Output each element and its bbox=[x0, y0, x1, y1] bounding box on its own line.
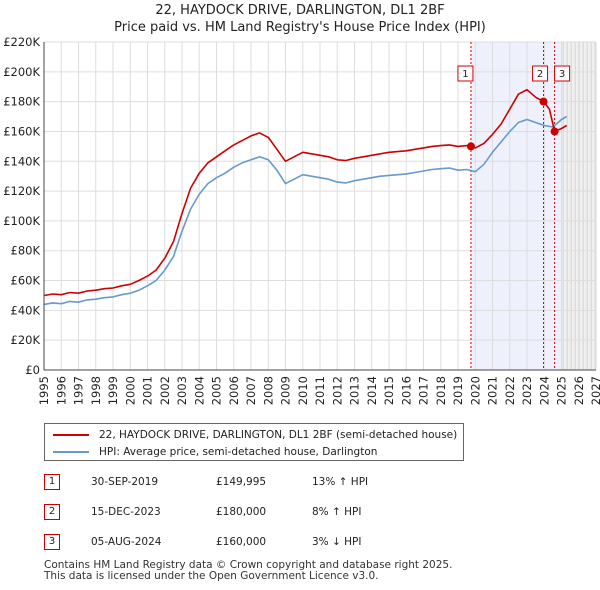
title-line-2: Price paid vs. HM Land Registry's House … bbox=[114, 20, 486, 35]
y-tick-label: £60K bbox=[11, 274, 41, 288]
footer-licence: This data is licensed under the Open Gov… bbox=[44, 570, 379, 582]
y-tick-label: £160K bbox=[3, 124, 40, 138]
x-tick-label: 2005 bbox=[210, 376, 224, 405]
transaction-price: £180,000 bbox=[216, 506, 267, 518]
sale-dot-1 bbox=[466, 142, 475, 151]
marker-label-2: 2 bbox=[537, 69, 543, 80]
legend: 22, HAYDOCK DRIVE, DARLINGTON, DL1 2BF (… bbox=[44, 423, 464, 461]
sale-dot-3 bbox=[550, 127, 559, 136]
transaction-number-badge: 1 bbox=[44, 474, 60, 490]
transaction-row: 1 30-SEP-2019 £149,995 13% ↑ HPI bbox=[44, 472, 404, 494]
x-tick-label: 2013 bbox=[348, 376, 362, 405]
x-tick-label: 2020 bbox=[468, 376, 482, 405]
price-chart: £0 £20K £40K £60K £80K £100K £120K £140K £160K £1… bbox=[3, 35, 600, 405]
marker-box-3 bbox=[554, 65, 571, 82]
footer: Contains HM Land Registry data © Crown c… bbox=[44, 560, 452, 582]
legend-item-property: 22, HAYDOCK DRIVE, DARLINGTON, DL1 2BF (… bbox=[53, 427, 457, 443]
x-tick-label: 2026 bbox=[572, 376, 586, 405]
hpi-line bbox=[43, 115, 568, 306]
x-tick-label: 2007 bbox=[244, 376, 258, 405]
y-tick-label: £140K bbox=[3, 154, 40, 168]
y-tick-label: £40K bbox=[11, 303, 41, 317]
legend-label-property: 22, HAYDOCK DRIVE, DARLINGTON, DL1 2BF (… bbox=[99, 429, 458, 441]
transaction-price: £160,000 bbox=[216, 536, 267, 548]
x-tick-label: 2006 bbox=[227, 376, 241, 405]
x-tick-label: 2009 bbox=[279, 376, 293, 405]
axes bbox=[43, 42, 596, 371]
highlight-region bbox=[470, 42, 596, 370]
highlight-band bbox=[470, 42, 571, 370]
y-tick-label: £120K bbox=[3, 184, 40, 198]
transaction-date: 05-AUG-2024 bbox=[91, 536, 162, 548]
x-tick-label: 2008 bbox=[261, 376, 275, 405]
transaction-price: £149,995 bbox=[216, 476, 267, 488]
y-tick-labels: £0 £20K £40K £60K £80K £100K £120K £140K £160K £1… bbox=[3, 35, 40, 377]
marker-box-2 bbox=[532, 65, 549, 82]
x-tick-label: 2019 bbox=[451, 376, 465, 405]
sale-dot-2 bbox=[539, 97, 548, 106]
legend-swatch-property bbox=[53, 434, 89, 436]
y-tick-label: £180K bbox=[3, 95, 40, 109]
legend-swatch-hpi bbox=[53, 451, 89, 453]
property-line bbox=[43, 88, 568, 297]
marker-label-3: 3 bbox=[559, 69, 565, 80]
x-tick-label: 2027 bbox=[589, 376, 600, 405]
x-tick-label: 1999 bbox=[106, 376, 120, 405]
x-tick-label: 2016 bbox=[399, 376, 413, 405]
y-tick-label: £200K bbox=[3, 65, 40, 79]
legend-item-hpi: HPI: Average price, semi-detached house,… bbox=[53, 444, 377, 460]
transaction-date: 15-DEC-2023 bbox=[91, 506, 161, 518]
x-tick-label: 2000 bbox=[123, 376, 137, 405]
x-tick-label: 2024 bbox=[537, 376, 551, 405]
x-tick-label: 2021 bbox=[486, 376, 500, 405]
sale-markers: 1 2 3 bbox=[457, 65, 571, 151]
x-tick-label: 2003 bbox=[175, 376, 189, 405]
marker-box-1 bbox=[457, 65, 474, 82]
x-tick-label: 2018 bbox=[434, 376, 448, 405]
x-tick-label: 2001 bbox=[141, 376, 155, 405]
x-tick-label: 2025 bbox=[555, 376, 569, 405]
x-tick-label: 2015 bbox=[382, 376, 396, 405]
y-tick-label: £220K bbox=[3, 35, 40, 49]
chart-title: 22, HAYDOCK DRIVE, DARLINGTON, DL1 2BF P… bbox=[0, 2, 600, 36]
x-tick-label: 1995 bbox=[37, 376, 51, 405]
transaction-hpi-relation: 3% ↓ HPI bbox=[312, 536, 362, 548]
x-tick-label: 2014 bbox=[365, 376, 379, 405]
x-tick-label: 2023 bbox=[520, 376, 534, 405]
footer-copyright: Contains HM Land Registry data © Crown c… bbox=[44, 559, 453, 571]
x-tick-label: 2004 bbox=[192, 376, 206, 405]
y-tick-label: £0 bbox=[25, 363, 40, 377]
x-tick-label: 2022 bbox=[503, 376, 517, 405]
transaction-row: 3 05-AUG-2024 £160,000 3% ↓ HPI bbox=[44, 532, 404, 554]
y-tick-label: £20K bbox=[11, 333, 41, 347]
transaction-number-badge: 3 bbox=[44, 534, 60, 550]
transaction-hpi-relation: 13% ↑ HPI bbox=[312, 476, 369, 488]
gridlines bbox=[43, 41, 597, 371]
x-tick-label: 1997 bbox=[72, 376, 86, 405]
x-tick-label: 2010 bbox=[296, 376, 310, 405]
x-tick-label: 1998 bbox=[89, 376, 103, 405]
series-lines bbox=[43, 88, 568, 306]
x-tick-label: 2011 bbox=[313, 376, 327, 405]
marker-lines bbox=[470, 42, 556, 370]
transaction-hpi-relation: 8% ↑ HPI bbox=[312, 506, 362, 518]
x-tick-label: 2017 bbox=[417, 376, 431, 405]
x-tick-label: 2012 bbox=[330, 376, 344, 405]
transaction-number-badge: 2 bbox=[44, 504, 60, 520]
transaction-date: 30-SEP-2019 bbox=[91, 476, 159, 488]
transaction-row: 2 15-DEC-2023 £180,000 8% ↑ HPI bbox=[44, 502, 404, 524]
y-tick-label: £100K bbox=[3, 214, 40, 228]
y-tick-label: £80K bbox=[11, 244, 41, 258]
x-tick-label: 2002 bbox=[158, 376, 172, 405]
x-tick-labels: 1995 1996 1997 1998 1999 2000 2001 2002 2003 2004… bbox=[37, 376, 600, 405]
marker-label-1: 1 bbox=[462, 69, 468, 80]
legend-label-hpi: HPI: Average price, semi-detached house,… bbox=[99, 446, 378, 458]
title-line-1: 22, HAYDOCK DRIVE, DARLINGTON, DL1 2BF bbox=[155, 3, 445, 18]
x-tick-label: 1996 bbox=[54, 376, 68, 405]
